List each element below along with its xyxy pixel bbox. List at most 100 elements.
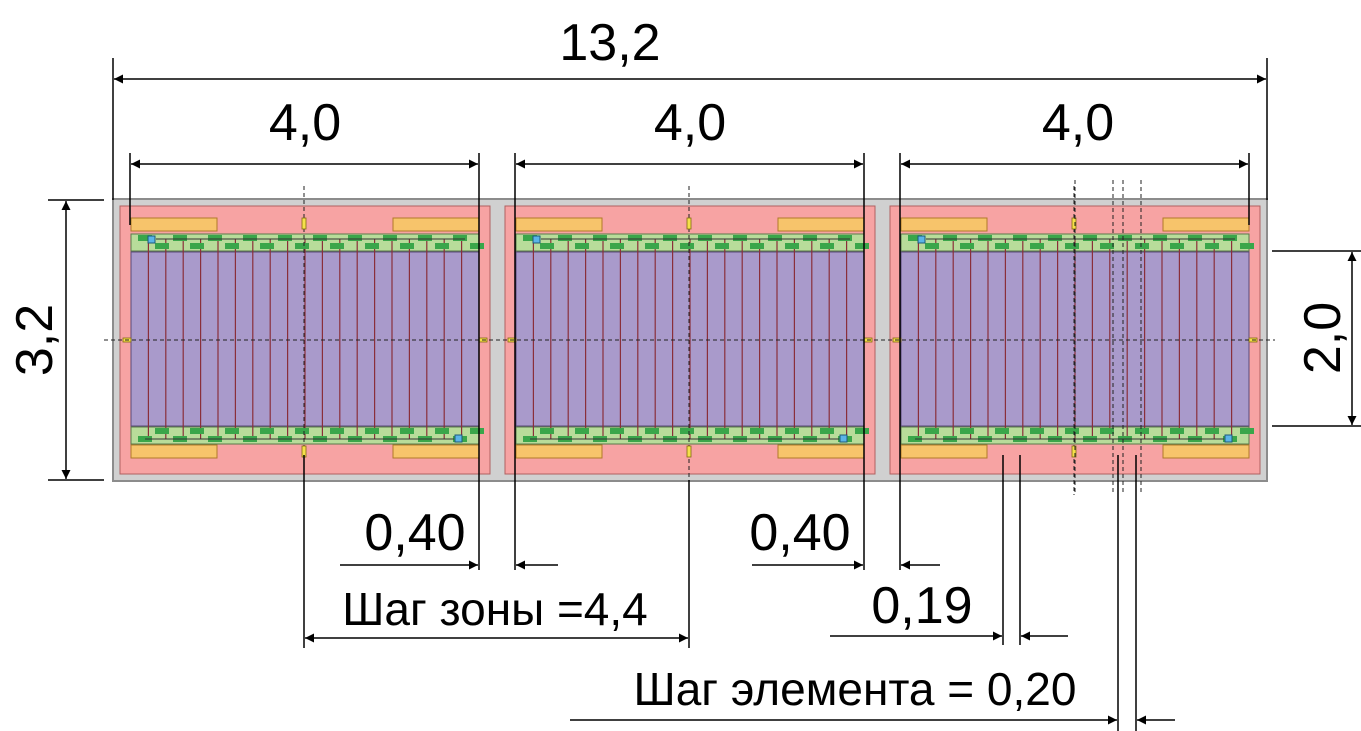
contact-pad: [392, 444, 480, 459]
contact: [1170, 243, 1184, 249]
dimension-labels: 13,2 4,0 4,0 4,0 3,2 2,0 0,40 0,40 Шаг з…: [6, 14, 1352, 715]
center-mark: [686, 217, 692, 230]
contact: [138, 235, 152, 241]
contact: [1135, 428, 1149, 434]
contact: [663, 235, 677, 241]
contact: [435, 243, 449, 249]
center-mark: [1071, 445, 1077, 458]
contact: [1205, 243, 1219, 249]
dimension-lines: [48, 58, 1361, 731]
contact: [1100, 243, 1114, 249]
contact: [855, 243, 869, 249]
contact: [155, 428, 169, 434]
corner-marker: [532, 235, 541, 244]
contact: [330, 243, 344, 249]
contact: [575, 428, 589, 434]
corner-marker: [1224, 434, 1233, 443]
contact-pad: [130, 217, 218, 232]
gap-1-label: 0,40: [364, 504, 465, 562]
contact-pad: [130, 444, 218, 459]
contact: [785, 428, 799, 434]
contact-pad: [777, 217, 865, 232]
contact: [1170, 428, 1184, 434]
contact: [1013, 235, 1027, 241]
contact: [260, 243, 274, 249]
contact: [785, 243, 799, 249]
contact: [750, 243, 764, 249]
zone-pitch-label: Шаг зоны =4,4: [342, 583, 648, 635]
contact: [1153, 235, 1167, 241]
contact: [1205, 428, 1219, 434]
contact: [190, 428, 204, 434]
zone-1-width-label: 4,0: [269, 94, 341, 152]
element-pitch-label: Шаг элемента = 0,20: [634, 663, 1077, 715]
center-mark: [301, 217, 307, 230]
contact-pad: [900, 217, 988, 232]
contact: [418, 235, 432, 241]
zone-3-width-label: 4,0: [1042, 94, 1114, 152]
contact: [295, 243, 309, 249]
contact: [820, 428, 834, 434]
contact: [715, 428, 729, 434]
center-mark: [686, 445, 692, 458]
contact: [995, 243, 1009, 249]
contact: [593, 235, 607, 241]
contact: [400, 428, 414, 434]
inner-height-label: 2,0: [1294, 302, 1352, 374]
contact: [173, 235, 187, 241]
contact: [348, 235, 362, 241]
contact: [190, 243, 204, 249]
contact: [225, 243, 239, 249]
contact: [260, 428, 274, 434]
contact: [575, 243, 589, 249]
contact: [908, 235, 922, 241]
contact: [1100, 428, 1114, 434]
contact: [628, 235, 642, 241]
corner-marker: [454, 434, 463, 443]
gap-2-label: 0,40: [749, 504, 850, 562]
contact: [523, 235, 537, 241]
contact: [470, 428, 484, 434]
contact-pad: [900, 444, 988, 459]
contact-pad: [392, 217, 480, 232]
contact: [1065, 243, 1079, 249]
contact-pad: [1162, 444, 1250, 459]
contact: [540, 428, 554, 434]
contact: [768, 235, 782, 241]
contact: [1240, 243, 1254, 249]
contact: [610, 243, 624, 249]
contact: [540, 243, 554, 249]
contact: [610, 428, 624, 434]
contact: [278, 235, 292, 241]
corner-marker: [147, 235, 156, 244]
contact: [208, 235, 222, 241]
contact: [1135, 243, 1149, 249]
contact: [698, 235, 712, 241]
contact: [1223, 235, 1237, 241]
contact: [1048, 235, 1062, 241]
height-label: 3,2: [6, 304, 64, 376]
zones: [104, 180, 1275, 495]
contact: [750, 428, 764, 434]
element-gap-label: 0,19: [871, 577, 972, 635]
contact-pad: [515, 217, 603, 232]
contact: [855, 428, 869, 434]
contact: [960, 243, 974, 249]
contact: [1030, 428, 1044, 434]
zone-2: [504, 186, 876, 495]
center-mark: [1071, 217, 1077, 230]
contact: [558, 235, 572, 241]
contact: [645, 428, 659, 434]
contact: [925, 428, 939, 434]
contact: [820, 243, 834, 249]
corner-marker: [839, 434, 848, 443]
total-width-label: 13,2: [559, 14, 660, 72]
contact: [803, 235, 817, 241]
contact: [243, 235, 257, 241]
contact: [313, 235, 327, 241]
contact: [645, 243, 659, 249]
corner-marker: [917, 235, 926, 244]
contact: [435, 428, 449, 434]
contact: [155, 243, 169, 249]
contact: [960, 428, 974, 434]
